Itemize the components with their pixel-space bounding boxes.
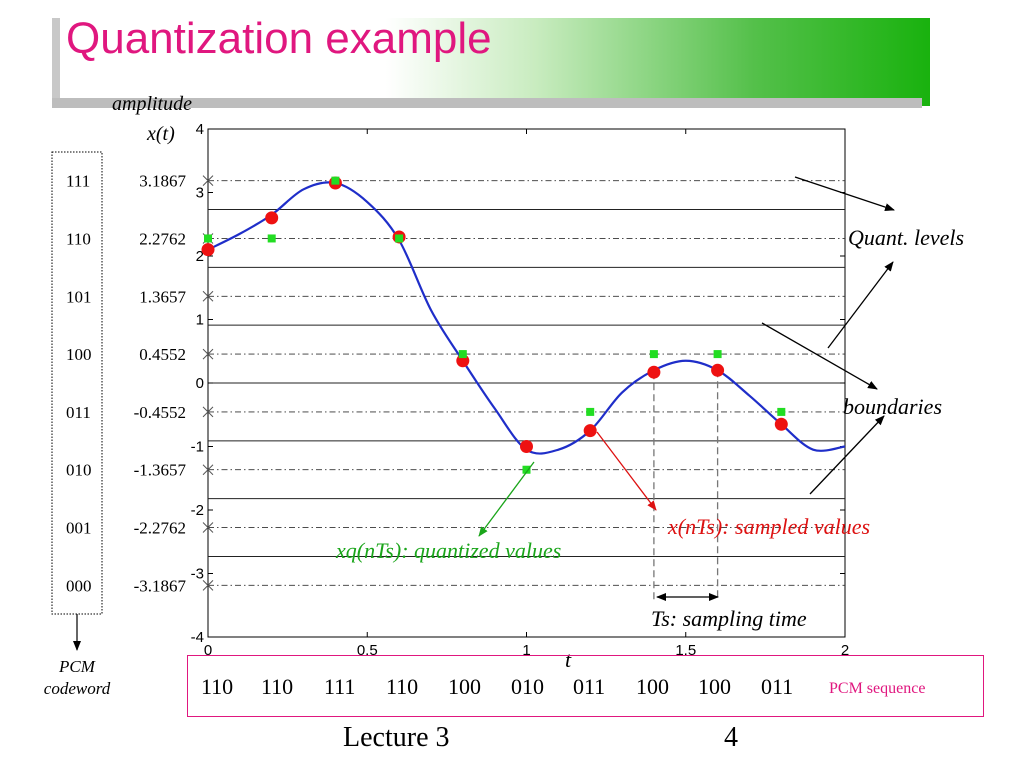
pcm-sequence-code: 110	[261, 674, 294, 699]
pcm-sequence: 110 110 111 110 100 010 011 100 100 011	[188, 656, 983, 716]
quantized-point	[267, 234, 276, 243]
pcm-sequence-label: PCM sequence	[829, 680, 926, 697]
sampled-point	[711, 363, 725, 377]
sampled-point	[583, 424, 597, 438]
sampled-values-arrow	[596, 431, 657, 511]
sampled-values-label: x(nTs): sampled values	[667, 514, 870, 539]
quantized-point	[713, 350, 722, 359]
x-tick-label: 0.5	[357, 642, 378, 659]
pcm-sequence-code: 100	[448, 674, 481, 699]
level-marker	[202, 406, 214, 418]
level-value: -1.3657	[134, 461, 187, 480]
sampled-point	[647, 365, 661, 379]
y-tick-label: 4	[196, 121, 204, 138]
level-marker	[202, 580, 214, 591]
codeword: 100	[66, 345, 92, 364]
quantized-point	[649, 350, 658, 359]
sampled-point	[201, 243, 215, 257]
codeword: 011	[66, 403, 91, 422]
codeword: 001	[66, 519, 92, 538]
pcm-sequence-code: 010	[511, 674, 544, 699]
x-tick-label: 1.5	[675, 642, 696, 659]
quant-levels-arrow-1	[794, 176, 895, 211]
quantized-point	[586, 407, 595, 416]
level-value: 1.3657	[139, 287, 186, 306]
boundaries-label: boundaries	[843, 394, 942, 419]
sampled-point	[774, 417, 788, 431]
quantized-point	[777, 407, 786, 416]
sampled-point	[520, 440, 533, 453]
quantized-points	[204, 176, 786, 474]
x-tick-label: 2	[841, 642, 849, 659]
x-tick-label: 1	[522, 642, 530, 659]
title-banner	[52, 18, 930, 106]
title-banner-shadow-bottom	[52, 98, 922, 108]
pcm-sequence-code: 110	[386, 674, 419, 699]
page-title: Quantization example	[66, 14, 492, 63]
boundaries-arrow-2	[809, 415, 885, 495]
sampling-time-label: Ts: sampling time	[651, 606, 807, 631]
y-tick-label: -3	[191, 566, 204, 583]
y-tick-label: 3	[196, 185, 204, 202]
pcm-sequence-code: 011	[761, 674, 794, 699]
level-marker	[202, 522, 214, 533]
quantized-point	[458, 350, 467, 359]
quantized-point	[204, 234, 212, 243]
quantized-point	[331, 176, 340, 185]
boundary-lines	[208, 209, 845, 557]
quantized-values-label: xq(nTs): quantized values	[335, 538, 561, 563]
level-value: 2.2762	[139, 229, 186, 248]
quantized-values-arrow	[478, 461, 535, 537]
level-marker	[202, 175, 214, 186]
level-marker	[202, 464, 214, 476]
codebook: 111 3.1867 110 2.2762 101 1.3657 100 0.4552 011 -…	[66, 172, 187, 596]
y-axis-name: amplitude	[112, 93, 192, 115]
quantization-level-lines	[208, 180, 845, 586]
y-tick-label: -2	[191, 502, 204, 519]
pcm-sequence-code: 110	[201, 674, 234, 699]
footer-page-number: 4	[724, 722, 738, 753]
codeword: 101	[66, 287, 92, 306]
sampled-point	[265, 211, 279, 225]
y-tick-label: 0	[196, 375, 204, 392]
title-banner-shadow	[52, 18, 60, 106]
quantized-point	[522, 465, 531, 474]
pcm-codeword-label-1: PCM	[58, 657, 96, 676]
y-tick-label: -1	[191, 439, 204, 456]
level-value: -0.4552	[134, 403, 186, 422]
pcm-sequence-code: 011	[573, 674, 606, 699]
x-tick-label: 0	[204, 642, 212, 659]
codeword: 000	[66, 576, 92, 595]
level-value: 0.4552	[139, 345, 186, 364]
level-marker	[202, 290, 214, 302]
y-axis-symbol: x(t)	[146, 123, 175, 145]
codeword: 010	[66, 461, 92, 480]
codeword-box	[51, 151, 103, 615]
quant-levels-arrow-2	[827, 261, 894, 349]
pcm-codeword-label-2: codeword	[44, 679, 111, 698]
pcm-sequence-code: 100	[698, 674, 731, 699]
pcm-sequence-box: 110 110 111 110 100 010 011 100 100 011 PCM seque…	[187, 655, 984, 717]
quantized-point	[395, 234, 404, 243]
level-marker	[202, 348, 214, 360]
axis-ticks: -4 -3 -2 -1 0 1 2 3 4 0 0.5 1 1.5 2	[191, 121, 850, 659]
level-value: 3.1867	[139, 172, 186, 191]
sampling-dashed-lines	[653, 370, 719, 600]
level-value: -2.2762	[134, 519, 186, 538]
footer-lecture: Lecture 3	[343, 722, 450, 753]
quant-levels-label: Quant. levels	[848, 225, 964, 250]
codeword: 110	[66, 229, 91, 248]
pcm-sequence-code: 111	[324, 674, 356, 699]
codeword: 111	[66, 172, 90, 191]
y-tick-label: 1	[196, 312, 204, 329]
y-tick-label: -4	[191, 629, 204, 646]
level-value: -3.1867	[134, 576, 187, 595]
boundaries-arrow-1	[761, 322, 878, 390]
pcm-sequence-code: 100	[636, 674, 669, 699]
x-axis-symbol: t	[565, 647, 572, 672]
y-tick-label: 2	[196, 248, 204, 265]
